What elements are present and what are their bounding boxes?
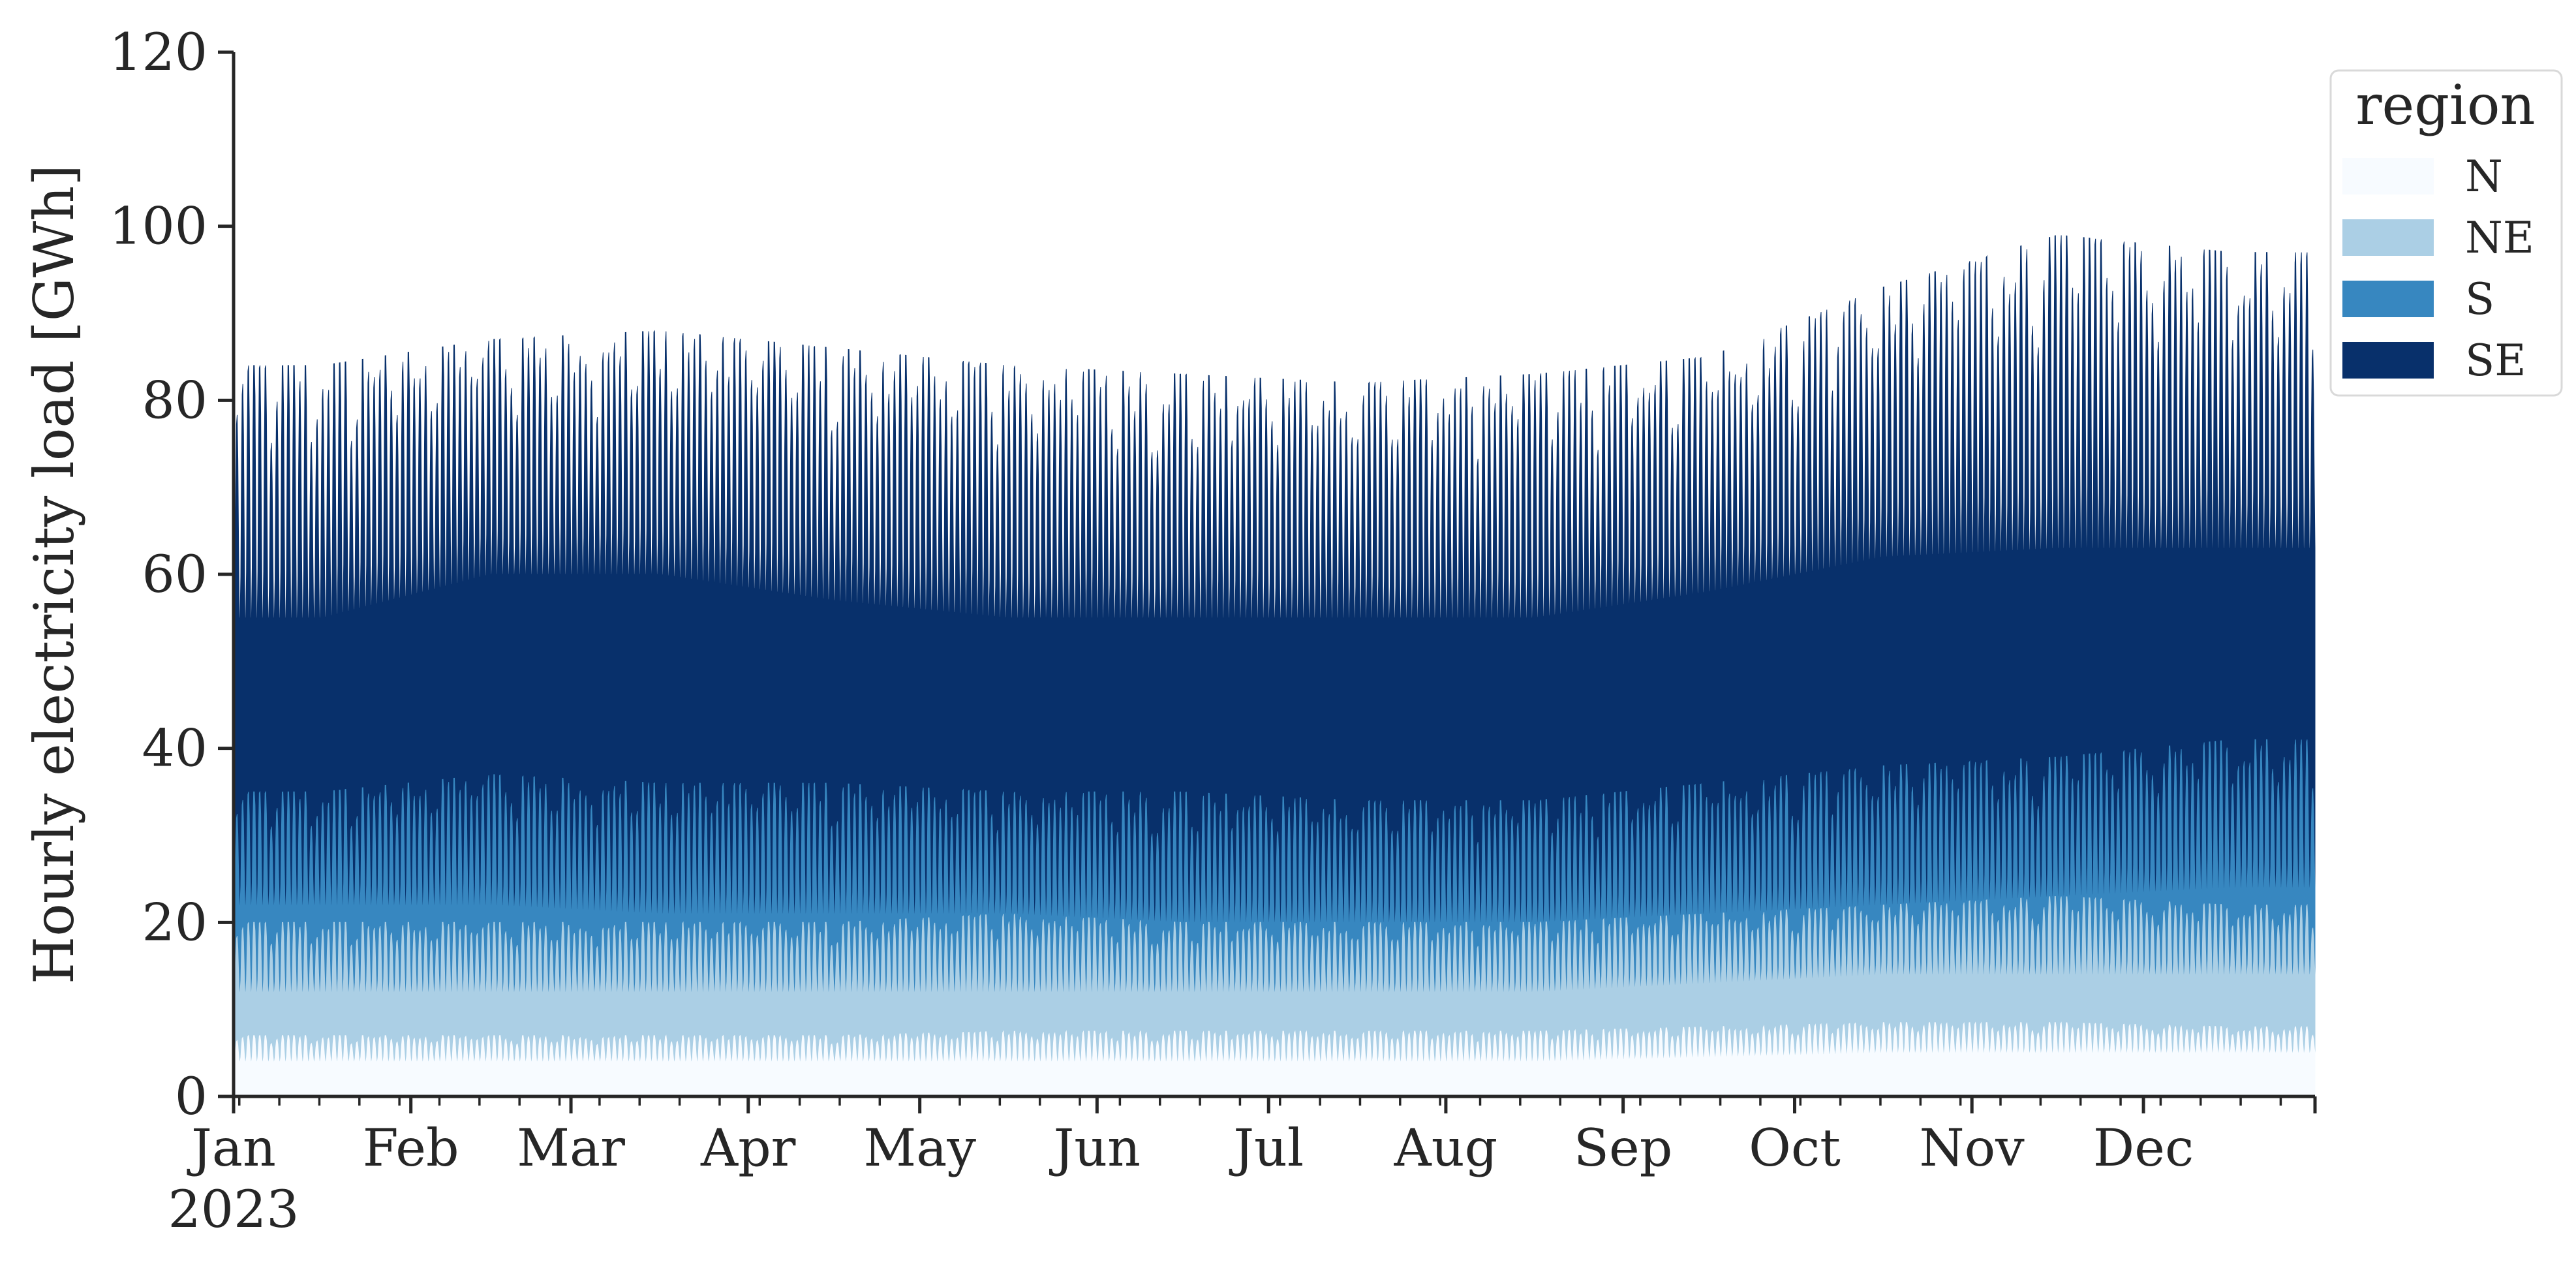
legend-label-s: S [2465, 274, 2494, 324]
area-ne [233, 895, 2316, 1097]
legend-swatch-n [2342, 158, 2434, 194]
x-tick-label: Mar [517, 1118, 625, 1178]
x-tick-label: Dec [2093, 1118, 2194, 1178]
x-tick-label: Jul [1229, 1118, 1304, 1178]
x-tick-label: Sep [1574, 1118, 1672, 1178]
x-tick-label: Feb [363, 1118, 459, 1178]
area-se [233, 235, 2316, 1097]
legend-label-se: SE [2465, 335, 2526, 386]
legend: region N NE S SE [2329, 69, 2563, 397]
y-tick-label: 20 [142, 892, 207, 952]
x-tick-label: Apr [700, 1118, 796, 1178]
x-tick-year-label: 2023 [168, 1179, 299, 1239]
x-tick-label: May [863, 1118, 976, 1178]
legend-swatch-ne [2342, 219, 2434, 256]
y-tick-label: 60 [142, 544, 207, 604]
x-tick-label: Aug [1394, 1118, 1498, 1178]
y-ticks: 0 20 40 60 80 100 120 [109, 22, 234, 1126]
legend-label-ne: NE [2465, 213, 2534, 263]
x-tick-label: Oct [1749, 1118, 1841, 1178]
y-tick-label: 0 [175, 1066, 207, 1126]
x-tick-label: Jun [1049, 1118, 1141, 1178]
area-n [233, 1021, 2316, 1097]
x-tick-label: Nov [1920, 1118, 2025, 1178]
legend-swatch-se [2342, 342, 2434, 379]
legend-label-n: N [2465, 151, 2503, 202]
stacked-area-layers [233, 235, 2316, 1097]
legend-swatch-s [2342, 281, 2434, 317]
y-tick-label: 40 [142, 719, 207, 779]
y-tick-label: 100 [109, 196, 207, 256]
legend-title: region [2355, 73, 2535, 137]
x-tick-label: Jan [187, 1118, 276, 1178]
y-tick-label: 80 [142, 370, 207, 430]
y-axis-title: Hourly electricity load [GWh] [22, 164, 86, 984]
y-tick-label: 120 [109, 22, 207, 82]
